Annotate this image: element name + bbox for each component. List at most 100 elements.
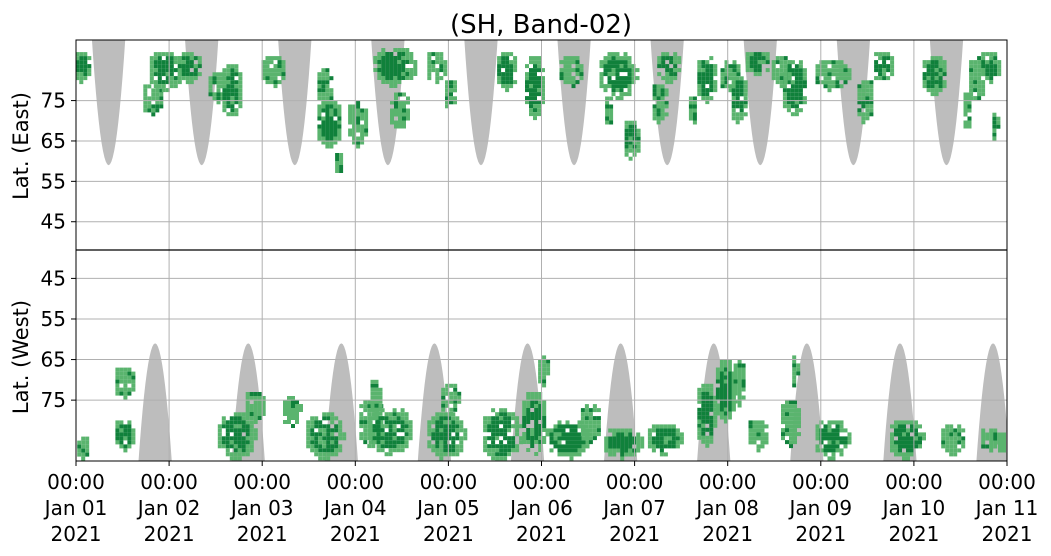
- green-cell: [793, 408, 797, 413]
- green-cell: [177, 76, 182, 81]
- green-cell: [455, 416, 460, 421]
- green-cell: [185, 56, 190, 61]
- green-cell: [499, 440, 504, 445]
- green-cell: [505, 76, 510, 81]
- green-cell: [384, 420, 389, 425]
- green-cell: [445, 403, 450, 408]
- green-cell: [537, 56, 541, 61]
- green-cell: [541, 84, 545, 89]
- green-cell: [334, 424, 339, 429]
- green-cell: [737, 399, 742, 404]
- green-cell: [705, 443, 710, 448]
- green-cell: [306, 424, 311, 429]
- green-cell: [727, 375, 732, 380]
- green-cell: [310, 420, 315, 425]
- green-cell: [989, 68, 994, 73]
- green-cell: [123, 371, 128, 376]
- green-cell: [483, 436, 488, 441]
- green-cell: [131, 387, 136, 392]
- green-cell: [153, 84, 158, 89]
- green-cell: [388, 424, 393, 429]
- green-cell: [781, 408, 785, 413]
- green-cell: [620, 436, 625, 441]
- green-cell: [957, 432, 962, 437]
- green-cell: [463, 432, 468, 437]
- green-cell: [709, 96, 714, 101]
- green-cluster-east-60: [922, 56, 947, 97]
- green-cell: [507, 424, 512, 429]
- green-cell: [756, 448, 761, 453]
- green-cell: [930, 88, 935, 93]
- green-cell: [839, 448, 844, 453]
- green-cell: [542, 400, 547, 404]
- green-cell: [831, 68, 836, 73]
- green-cell: [273, 84, 278, 89]
- green-cell: [376, 416, 381, 421]
- green-cell: [325, 80, 330, 85]
- green-cell: [623, 84, 628, 89]
- green-cell: [81, 448, 86, 453]
- green-cell: [352, 124, 357, 129]
- green-cell: [636, 140, 641, 145]
- green-cell: [507, 448, 512, 453]
- green-cell: [245, 428, 250, 433]
- green-cell: [233, 452, 238, 457]
- green-cell: [588, 428, 593, 433]
- green-cell: [238, 100, 243, 105]
- green-cell: [222, 88, 227, 93]
- green-cell: [561, 448, 566, 453]
- green-cell: [723, 407, 728, 412]
- green-cell: [934, 80, 939, 85]
- green-cell: [783, 56, 788, 61]
- green-cell: [785, 408, 789, 413]
- green-cluster-west-54: [792, 355, 801, 388]
- green-cell: [781, 436, 785, 441]
- green-cell: [969, 72, 974, 77]
- green-cell: [786, 88, 791, 93]
- green-cell: [575, 60, 580, 65]
- green-cell: [705, 76, 710, 81]
- green-cell: [325, 136, 330, 141]
- green-cell: [538, 392, 543, 396]
- green-cell: [443, 428, 448, 433]
- green-cell: [161, 84, 166, 89]
- green-cell: [731, 100, 736, 105]
- green-cell: [491, 428, 496, 433]
- green-cell: [525, 100, 529, 105]
- green-cell: [131, 432, 136, 437]
- green-cell: [439, 56, 444, 61]
- green-cell: [314, 448, 319, 453]
- green-cell: [221, 444, 226, 449]
- green-cell: [616, 428, 621, 433]
- green-cell: [569, 440, 574, 445]
- green-cell: [503, 456, 508, 461]
- green-cell: [735, 92, 740, 97]
- green-cell: [969, 88, 974, 93]
- green-cell: [733, 371, 738, 376]
- green-cell: [787, 72, 792, 77]
- green-cluster-west-38: [604, 428, 645, 461]
- green-cell: [455, 444, 460, 449]
- green-cell: [743, 84, 748, 89]
- green-cell: [577, 448, 582, 453]
- green-cell: [76, 52, 80, 57]
- green-cell: [233, 440, 238, 445]
- green-cell: [675, 444, 680, 449]
- green-cell: [83, 60, 88, 65]
- green-cell: [402, 104, 406, 109]
- green-cell: [314, 432, 319, 437]
- green-cell: [792, 375, 797, 380]
- green-cell: [731, 403, 736, 408]
- green-cell: [605, 116, 610, 121]
- green-cell: [655, 428, 660, 433]
- green-cell: [993, 436, 998, 441]
- green-cell: [906, 456, 910, 461]
- green-cell: [253, 436, 258, 441]
- green-cell: [253, 412, 258, 416]
- green-cell: [337, 112, 342, 117]
- green-cell: [902, 420, 906, 425]
- green-cell: [435, 56, 440, 61]
- green-cell: [827, 72, 832, 77]
- green-cell: [580, 428, 585, 433]
- green-cell: [886, 64, 891, 69]
